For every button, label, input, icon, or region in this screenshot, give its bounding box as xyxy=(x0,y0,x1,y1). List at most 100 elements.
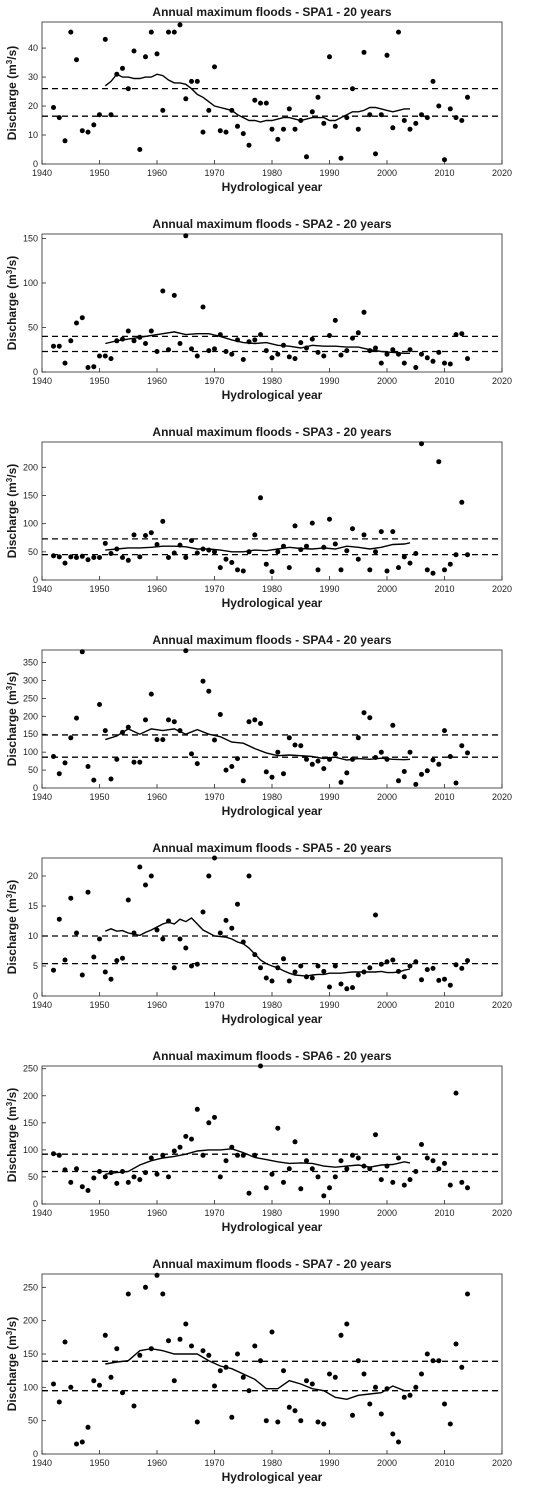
x-tick-label: 1940 xyxy=(32,168,52,178)
data-point xyxy=(453,115,459,121)
data-point xyxy=(332,541,338,547)
x-tick-label: 1950 xyxy=(89,168,109,178)
y-tick-label: 15 xyxy=(28,901,38,911)
data-point xyxy=(378,961,384,967)
data-point xyxy=(424,768,430,774)
data-point xyxy=(338,1158,344,1164)
data-point xyxy=(171,550,177,556)
y-tick-label: 150 xyxy=(23,1118,38,1128)
data-point xyxy=(125,328,131,334)
x-tick-label: 1990 xyxy=(319,792,339,802)
data-point xyxy=(235,567,240,573)
data-point xyxy=(430,757,436,763)
y-tick-label: 100 xyxy=(23,1145,38,1155)
data-point xyxy=(401,554,407,560)
data-point xyxy=(373,151,378,157)
data-point xyxy=(200,546,206,552)
data-point xyxy=(200,678,206,684)
data-point xyxy=(413,120,419,126)
data-point xyxy=(269,126,275,132)
x-axis-label: Hydrological year xyxy=(222,1220,323,1234)
x-tick-label: 2000 xyxy=(377,1208,397,1218)
data-point xyxy=(447,106,453,112)
data-point xyxy=(332,1174,338,1180)
y-tick-label: 150 xyxy=(23,729,38,739)
data-point xyxy=(212,737,217,743)
y-tick-label: 0 xyxy=(33,1449,38,1459)
data-point xyxy=(338,779,344,785)
data-point xyxy=(200,909,206,915)
x-tick-label: 1940 xyxy=(32,1208,52,1218)
y-tick-label: 40 xyxy=(28,43,38,53)
data-point xyxy=(258,1358,263,1364)
data-point xyxy=(137,147,143,152)
data-point xyxy=(396,778,401,784)
x-tick-label: 2010 xyxy=(434,376,454,386)
data-point xyxy=(51,553,56,559)
data-point xyxy=(68,1179,74,1185)
data-point xyxy=(350,1412,355,1418)
data-point xyxy=(177,1336,183,1342)
data-point xyxy=(263,1418,269,1424)
data-point xyxy=(246,873,252,879)
y-tick-label: 0 xyxy=(33,159,38,169)
data-point xyxy=(79,315,85,321)
x-axis-label: Hydrological year xyxy=(222,1470,323,1484)
data-point xyxy=(309,975,315,981)
data-point xyxy=(114,1346,120,1352)
data-point xyxy=(465,356,470,362)
data-point xyxy=(131,48,137,54)
data-point xyxy=(459,118,465,123)
chart-svg: Annual maximum floods - SPA6 - 20 years 1… xyxy=(5,1049,512,1234)
data-point xyxy=(120,1390,125,1396)
data-point xyxy=(74,57,79,63)
data-point xyxy=(79,553,85,559)
data-point xyxy=(154,349,160,354)
data-point xyxy=(97,702,102,707)
data-point xyxy=(332,963,338,969)
x-axis-label: Hydrological year xyxy=(222,596,323,610)
data-point xyxy=(367,112,373,118)
data-point xyxy=(281,771,286,777)
data-point xyxy=(298,547,304,553)
data-point xyxy=(350,335,355,341)
data-point xyxy=(263,975,269,981)
data-point xyxy=(114,958,120,964)
data-point xyxy=(286,106,292,112)
data-point xyxy=(436,1166,442,1172)
data-point xyxy=(56,115,62,121)
data-point xyxy=(240,1152,246,1158)
data-point xyxy=(269,1329,275,1335)
data-point xyxy=(240,939,246,945)
data-point xyxy=(327,1185,332,1191)
data-point xyxy=(125,1179,131,1185)
x-axis-label: Hydrological year xyxy=(222,180,323,194)
data-point xyxy=(108,976,114,982)
data-point xyxy=(171,719,177,725)
y-axis-label: Discharge (m3/s) xyxy=(5,880,19,975)
data-point xyxy=(148,873,154,879)
data-point xyxy=(361,1163,367,1169)
data-point xyxy=(137,1177,143,1183)
data-point xyxy=(361,1371,367,1377)
x-tick-label: 1980 xyxy=(262,1000,282,1010)
data-point xyxy=(97,1382,102,1388)
data-point xyxy=(384,959,390,965)
data-point xyxy=(160,288,166,294)
y-axis-label: Discharge (m3/s) xyxy=(5,1317,19,1412)
data-point xyxy=(442,1401,447,1407)
data-point xyxy=(120,729,125,735)
data-point xyxy=(275,965,281,971)
data-point xyxy=(102,353,108,359)
data-point xyxy=(206,688,212,694)
data-point xyxy=(390,347,396,353)
data-point xyxy=(240,131,246,137)
data-point xyxy=(108,112,114,118)
data-point xyxy=(223,129,229,135)
data-point xyxy=(229,925,235,931)
x-axis-label: Hydrological year xyxy=(222,388,323,402)
data-point xyxy=(51,343,56,349)
chart-title: Annual maximum floods - SPA2 - 20 years xyxy=(152,217,392,231)
data-point xyxy=(390,957,396,963)
data-point xyxy=(286,354,292,360)
